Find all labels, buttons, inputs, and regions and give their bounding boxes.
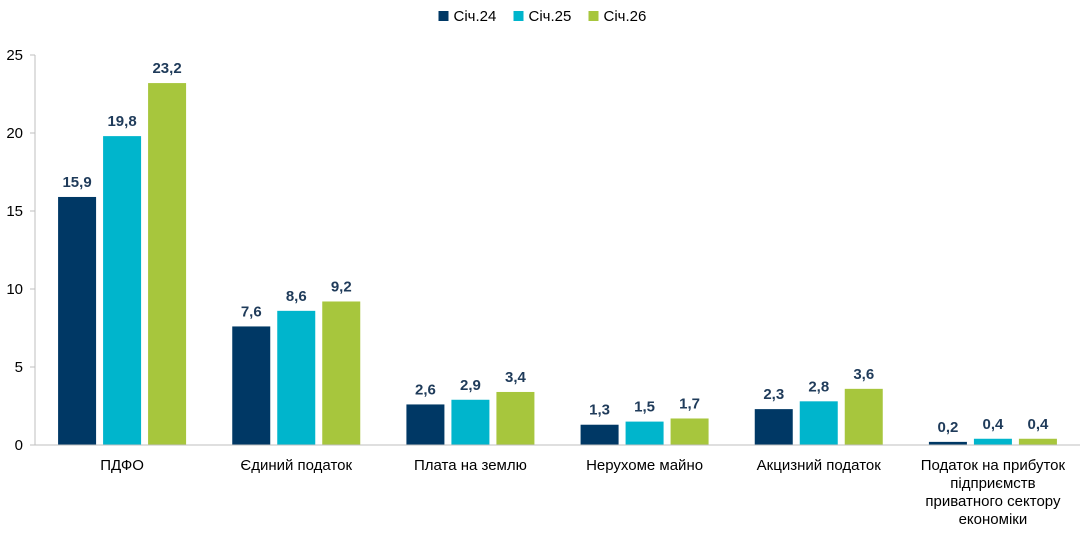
x-tick-label: Акцизний податок: [757, 457, 882, 474]
bar: [754, 409, 793, 445]
bar: [277, 310, 316, 445]
y-tick-label: 5: [15, 359, 23, 376]
legend-swatch: [513, 11, 524, 21]
bar: [232, 326, 271, 445]
bar: [973, 438, 1012, 445]
data-label: 0,2: [937, 419, 958, 436]
x-tick-label: Нерухоме майно: [586, 457, 703, 474]
data-label: 2,6: [415, 381, 436, 398]
x-tick-label-line: ПДФО: [100, 457, 144, 474]
x-axis: ПДФО Єдиний податок Плата на землю Нерухоме…: [35, 444, 1080, 528]
y-tick-label: 15: [6, 203, 23, 220]
x-tick-label-line: Єдиний податок: [240, 457, 352, 474]
bar: [58, 196, 97, 445]
bar: [799, 401, 838, 445]
bar: [844, 388, 883, 445]
data-label: 19,8: [107, 113, 136, 130]
data-label: 0,4: [1027, 416, 1049, 433]
data-label: 9,2: [331, 278, 352, 295]
y-tick-label: 0: [15, 437, 23, 454]
x-tick-label-line: підприємств: [950, 475, 1035, 492]
x-tick-label-line: Плата на землю: [414, 457, 527, 474]
y-tick-label: 20: [6, 125, 23, 142]
legend-label: Січ.24: [454, 8, 497, 25]
data-label: 1,7: [679, 395, 700, 412]
bar: [322, 301, 361, 445]
bar: [496, 391, 535, 445]
x-tick-label-line: Податок на прибуток: [921, 457, 1066, 474]
x-tick-label-line: Нерухоме майно: [586, 457, 703, 474]
data-label: 3,6: [853, 366, 874, 383]
x-tick-label: Податок на прибуток підприємств приватного…: [921, 457, 1066, 528]
x-tick-label-line: економіки: [959, 511, 1028, 528]
data-label: 1,3: [589, 402, 610, 419]
x-tick-label: ПДФО: [100, 457, 144, 474]
bar: [451, 399, 490, 445]
legend-swatch: [588, 11, 599, 21]
bar: [580, 424, 619, 445]
data-label: 0,4: [982, 416, 1004, 433]
data-label: 2,3: [763, 386, 784, 403]
bar: [1018, 438, 1057, 445]
bar: [625, 421, 664, 445]
y-axis: 0 5 10 15 20 25: [6, 47, 36, 454]
data-label: 23,2: [152, 60, 181, 77]
bars: 15,9 7,6 2,6 1,3 2,3 0,2 19,8 8,6 2,9 1,5 2,8 0,4 23…: [58, 60, 1057, 445]
bar: [406, 404, 445, 445]
data-label: 7,6: [241, 303, 262, 320]
bar: [148, 83, 187, 445]
y-tick-label: 25: [6, 47, 23, 64]
y-tick-label: 10: [6, 281, 23, 298]
legend-label: Січ.26: [604, 8, 647, 25]
bar: [103, 136, 142, 445]
legend: Січ.24 Січ.25 Січ.26: [438, 8, 647, 25]
x-tick-label-line: приватного сектору: [925, 493, 1061, 510]
bar: [670, 418, 709, 445]
legend-label: Січ.25: [529, 8, 572, 25]
data-label: 2,8: [808, 378, 829, 395]
x-tick-label: Плата на землю: [414, 457, 527, 474]
x-tick-label-line: Акцизний податок: [757, 457, 882, 474]
data-label: 15,9: [62, 174, 91, 191]
data-label: 1,5: [634, 399, 655, 416]
data-label: 2,9: [460, 377, 481, 394]
bar: [928, 441, 967, 445]
legend-swatch: [438, 11, 449, 21]
x-tick-label: Єдиний податок: [240, 457, 352, 474]
data-label: 3,4: [505, 369, 527, 386]
data-label: 8,6: [286, 288, 307, 305]
